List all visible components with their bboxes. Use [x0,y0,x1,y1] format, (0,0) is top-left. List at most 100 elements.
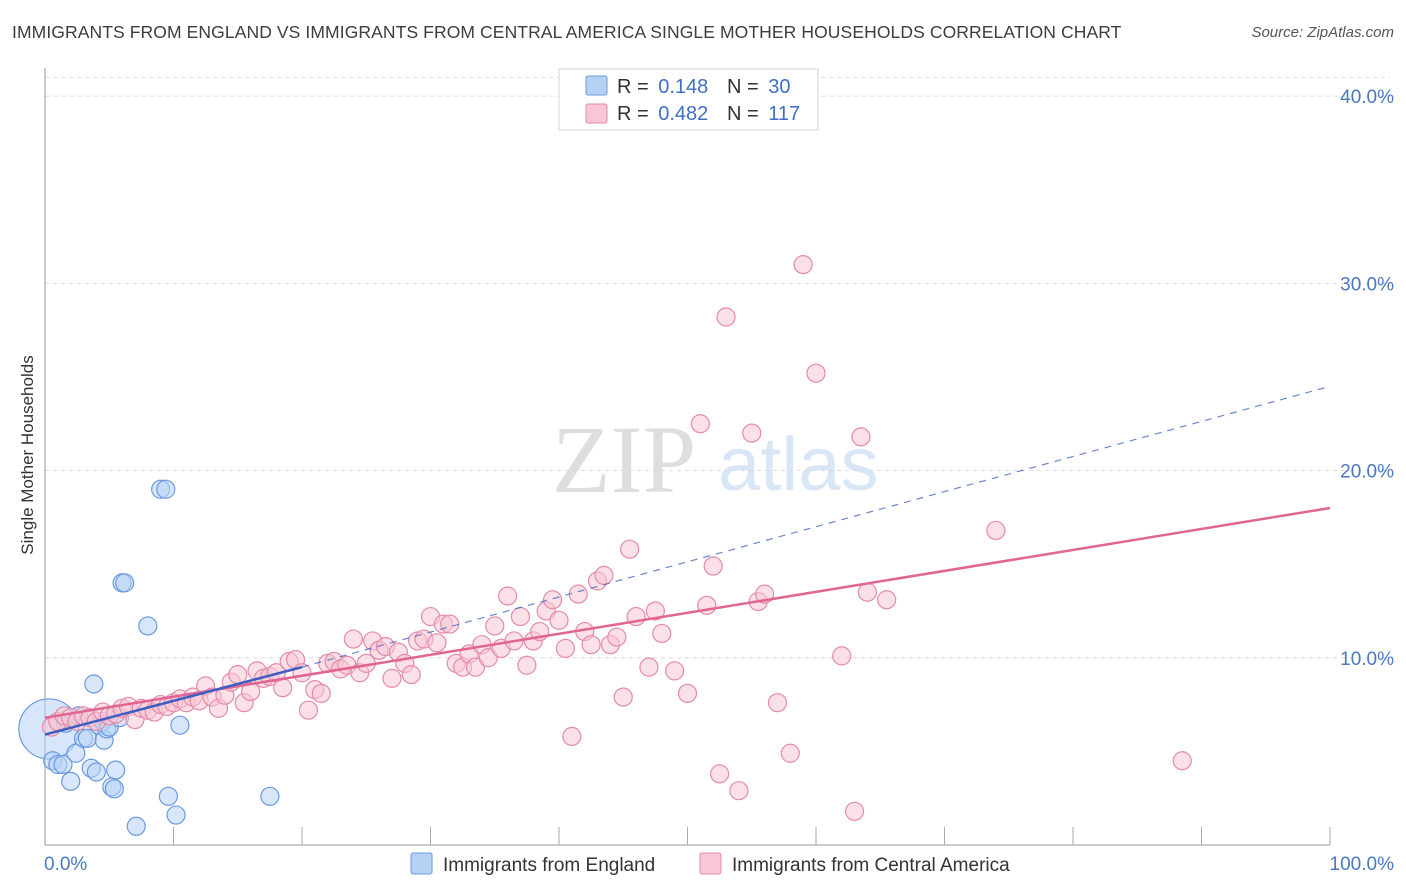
legend-n-value: 117 [768,103,800,125]
central-america-point [742,423,762,443]
central-america-point [311,683,331,703]
central-america-point [1172,751,1192,771]
svg-text:N = 30: N = 30 [727,76,791,98]
central-america-point [581,635,601,655]
central-america-point [877,590,897,610]
central-america-point [594,565,614,585]
y-tick-label: 30.0% [1340,274,1394,295]
central-america-point [510,606,531,627]
trend-lines [44,385,1331,736]
central-america-point [273,678,293,698]
central-america-point [292,663,312,683]
central-america-point [710,764,730,784]
central-america-point [857,582,878,602]
central-america-point [228,665,248,685]
england-point [66,743,86,763]
central-america-point [986,520,1006,541]
central-america-point [613,687,633,707]
central-america-point [485,616,505,636]
legend-r-label: R = [617,103,654,125]
central-america-point [343,629,363,649]
central-america-point [498,586,518,606]
legend-n-value: 30 [768,76,790,98]
central-america-point [517,655,537,675]
legend-r-value: 0.482 [658,103,708,125]
england-point [260,786,280,806]
central-america-point [427,633,447,653]
england-point [106,760,126,780]
central-america-point [639,657,659,677]
england-point [115,573,135,593]
trend-line-england-projection [301,385,1331,668]
legend-swatch-central-america [585,103,608,124]
central-america-point [549,610,569,630]
central-america-point [665,661,685,681]
england-point [166,805,186,825]
central-america-point [562,726,582,747]
x-tick-label-min: 0.0% [44,854,87,875]
central-america-point [542,590,563,610]
legend-r-value: 0.148 [658,76,708,98]
central-america-point [767,693,788,713]
central-america-point [241,681,261,702]
legend-n-label: N = [727,76,764,98]
legend-r-label: R = [617,76,654,98]
watermark-zip: ZIP [552,406,696,513]
central-america-point [620,539,640,559]
central-america-point [806,363,826,383]
watermark: ZIP atlas [552,406,879,513]
central-america-point [677,683,698,703]
central-america-point [645,601,665,621]
england-point [53,754,73,775]
central-america-point [568,584,588,604]
central-america-point [716,307,736,327]
central-america-point [780,743,800,763]
england-point [86,762,107,782]
england-point [84,674,104,694]
central-america-point [690,414,710,434]
source-note: Source: ZipAtlas.com [1251,24,1394,41]
england-point [170,715,190,735]
england-point [126,816,146,836]
legend-n-label: N = [727,103,764,125]
central-america-point [555,638,576,659]
legend: R = 0.148 N = 30 R = 0.482 N = 117 [558,68,819,131]
x-tick-label-max: 100.0% [1330,854,1395,875]
bottom-legend-swatch-central-america [699,852,722,875]
central-america-point [401,665,421,685]
central-america-point [440,614,460,634]
central-america-point [465,657,486,677]
central-america-point [652,623,672,644]
series-central-america-points [41,254,1192,821]
chart-title: IMMIGRANTS FROM ENGLAND VS IMMIGRANTS FR… [12,22,1122,42]
bottom-legend-swatch-england [410,852,433,875]
bottom-legend: Immigrants from England Immigrants from … [410,852,1010,876]
central-america-point [729,781,749,801]
england-point [104,779,124,799]
england-point [156,479,176,499]
central-america-point [832,646,852,666]
y-tick-labels: 10.0% 20.0% 30.0% 40.0% [1340,87,1394,670]
trend-line-central-america [44,506,1331,719]
x-ticks [173,827,1331,845]
y-tick-label: 20.0% [1340,462,1394,483]
central-america-point [703,556,723,576]
svg-text:N = 117: N = 117 [727,103,800,125]
england-point [61,771,81,791]
central-america-point [298,700,319,720]
y-tick-label: 10.0% [1340,649,1394,670]
central-america-point [382,668,402,688]
central-america-point [478,648,498,668]
legend-swatch-england [585,75,608,96]
england-point [158,786,178,806]
bottom-legend-label-central-america: Immigrants from Central America [732,855,1010,876]
trend-line-england [44,665,303,736]
central-america-point [793,254,813,275]
svg-text:R = 0.482: R = 0.482 [617,103,708,125]
bottom-legend-label-england: Immigrants from England [443,855,655,876]
central-america-point [851,427,871,447]
central-america-point [844,801,865,821]
england-point [138,616,158,636]
svg-text:R = 0.148: R = 0.148 [617,76,708,98]
